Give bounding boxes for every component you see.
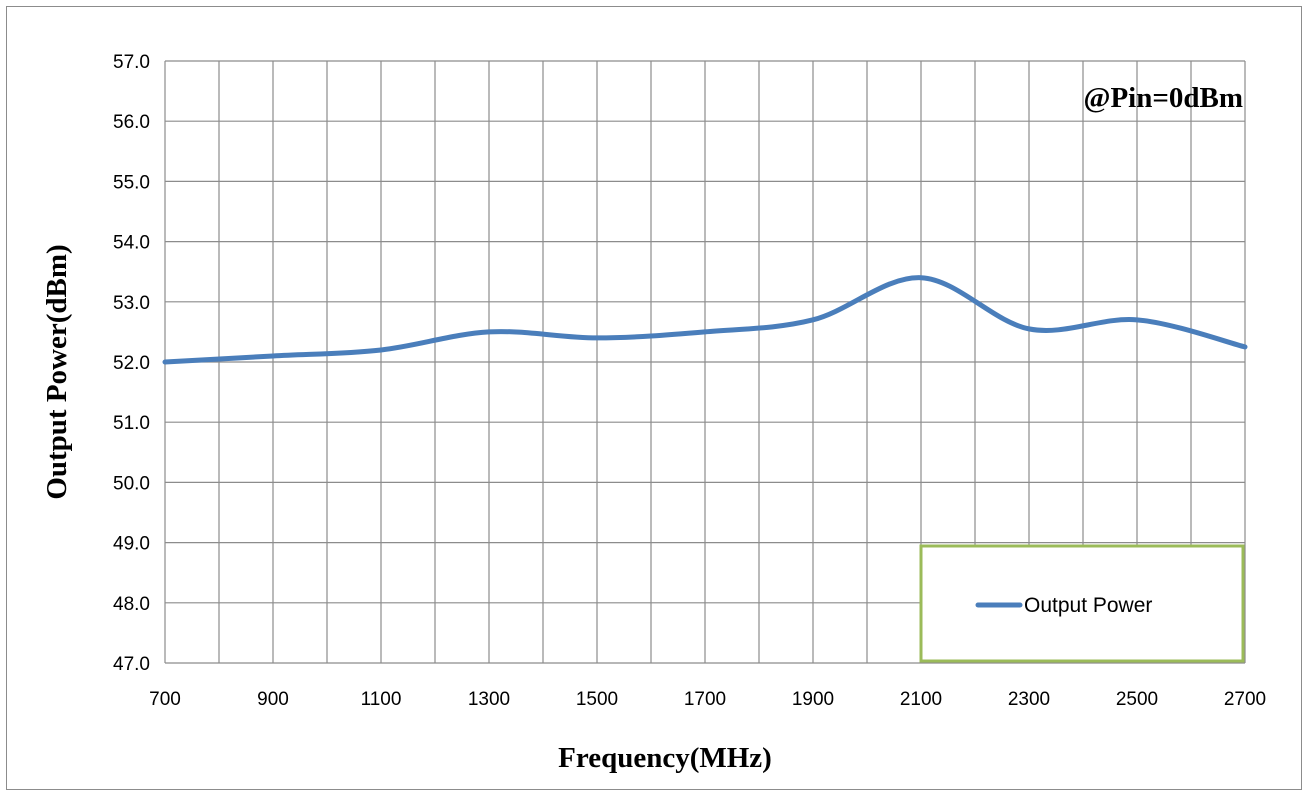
- x-tick-label: 1900: [792, 689, 834, 710]
- y-tick-label: 49.0: [113, 534, 150, 555]
- x-tick-label: 1300: [468, 689, 510, 710]
- y-tick-label: 50.0: [113, 473, 150, 494]
- x-tick-label: 2700: [1224, 689, 1266, 710]
- x-tick-label: 1100: [361, 689, 402, 710]
- x-tick-label: 2500: [1116, 689, 1158, 710]
- x-tick-label: 2300: [1008, 689, 1050, 710]
- y-tick-label: 57.0: [113, 52, 150, 73]
- grid-lines: [164, 60, 1246, 664]
- x-tick-label: 1700: [684, 689, 726, 710]
- legend-label: Output Power: [1024, 594, 1152, 617]
- y-tick-label: 54.0: [113, 233, 150, 254]
- y-tick-label: 53.0: [113, 293, 150, 314]
- y-axis-title: Output Power(dBm): [41, 244, 73, 499]
- y-tick-label: 51.0: [113, 413, 150, 434]
- legend: Output Power: [919, 544, 1245, 663]
- x-tick-label: 900: [257, 689, 289, 710]
- x-tick-label: 700: [149, 689, 181, 710]
- y-tick-labels: 47.0 48.0 49.0 50.0 51.0 52.0 53.0 54.0 55.0 56.0…: [113, 52, 150, 675]
- x-axis-title: Frequency(MHz): [558, 742, 772, 774]
- y-tick-label: 56.0: [113, 112, 150, 133]
- series-lines: [162, 275, 1248, 365]
- x-tick-label: 1500: [576, 689, 618, 710]
- y-tick-label: 48.0: [113, 594, 150, 615]
- annotation-label: @Pin=0dBm: [1083, 82, 1243, 114]
- series-line-output-power: [162, 275, 1248, 365]
- legend-box: [919, 544, 1245, 663]
- x-tick-label: 2100: [900, 689, 942, 710]
- y-tick-label: 52.0: [113, 353, 150, 374]
- x-tick-labels: 700 900 1100 1300 1500 1700 1900 2100 2300 2500 27…: [149, 689, 1266, 710]
- y-tick-label: 55.0: [113, 172, 150, 193]
- y-tick-label: 47.0: [113, 654, 150, 675]
